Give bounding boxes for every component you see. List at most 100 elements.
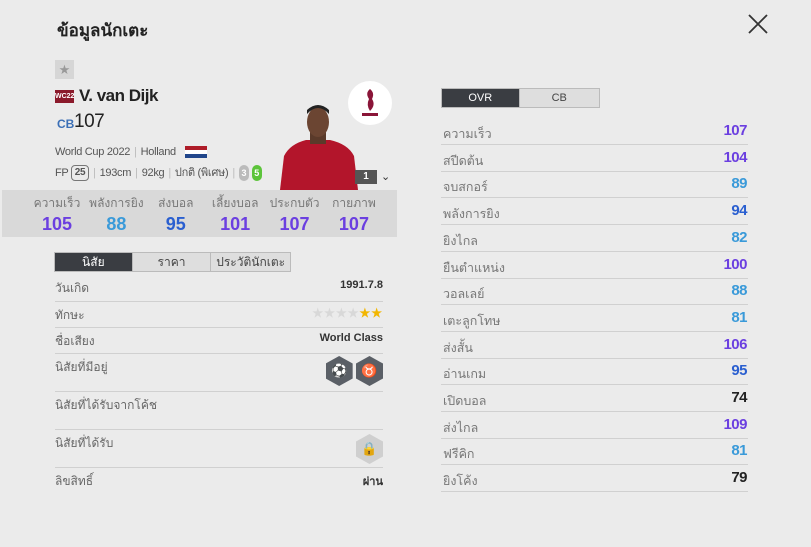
stat-value: 107 (723, 122, 747, 139)
stat-label: อ่านเกม (443, 367, 487, 382)
chevron-down-icon[interactable]: ⌄ (381, 171, 391, 183)
close-icon[interactable] (746, 12, 770, 36)
stat-label: เตะลูกโทษ (443, 313, 501, 328)
stat-row: จบสกอร์ 89 (441, 171, 748, 199)
stat-row: เตะลูกโทษ 81 (441, 305, 748, 332)
stat-label: จบสกอร์ (443, 180, 488, 195)
stat-row: ความเร็ว 107 (441, 118, 748, 145)
tab-cb[interactable]: CB (519, 89, 599, 107)
summary-stat: ความเร็ว 105 (28, 190, 86, 237)
stat-row: ยืนตำแหน่ง 100 (441, 252, 748, 279)
stat-value: 94 (731, 202, 747, 220)
license-value: ผ่าน (362, 476, 383, 488)
upgrade-level-badge[interactable]: 1 (355, 170, 377, 184)
info-row-skill: ทักษะ ★★★★★★ (55, 302, 383, 328)
tab-ovr[interactable]: OVR (442, 89, 520, 107)
stat-label: ยืนตำแหน่ง (443, 260, 505, 275)
tab-history[interactable]: ประวัตินักเตะ (211, 253, 290, 271)
reputation-label: ชื่อเสียง (55, 334, 95, 348)
summary-stat-value: 101 (220, 214, 251, 234)
summary-stat-value: 88 (106, 214, 127, 234)
summary-stat-label: ส่งบอล (158, 196, 194, 210)
stat-value: 106 (723, 335, 747, 353)
summary-stat: พลังการยิง 88 (87, 190, 145, 237)
netherlands-flag-icon (184, 146, 207, 159)
summary-stat: ประกบตัว 107 (266, 190, 324, 237)
stat-label: ยิงโค้ง (443, 474, 478, 489)
stat-label: วอลเลย์ (443, 287, 485, 302)
skill-label: ทักษะ (55, 308, 85, 322)
stat-row: ส่งสั้น 106 (441, 332, 748, 359)
stat-row: ส่งไกล 109 (441, 412, 748, 439)
player-ovr: 107 (74, 111, 105, 132)
favorite-star-button[interactable]: ★ (55, 60, 74, 79)
summary-stat-value: 107 (279, 214, 310, 234)
star-icon: ★ (347, 306, 360, 320)
info-row-license: ลิขสิทธิ์ ผ่าน (55, 468, 383, 492)
summary-stat: เลี้ยงบอล 101 (206, 190, 264, 237)
stat-row: เปิดบอล 74 (441, 385, 748, 412)
physical-info-line: FP 25 | 193cm | 92kg | ปกติ (พิเศษ) | 3 5 (55, 163, 262, 182)
right-foot-icon: 5 (251, 165, 262, 182)
stat-label: ส่งสั้น (443, 340, 473, 355)
summary-stat: ส่งบอล 95 (147, 190, 205, 237)
star-icon: ★ (371, 306, 383, 320)
stat-row: อ่านเกม 95 (441, 358, 748, 386)
summary-stat-value: 95 (165, 214, 186, 234)
lock-icon: 🔒 (356, 434, 383, 464)
world-cup-logo (348, 81, 392, 125)
info-row-birth: วันเกิด 1991.7.8 (55, 275, 383, 302)
stat-row: ยิงไกล 82 (441, 225, 748, 252)
player-position: CB (57, 117, 75, 131)
skill-stars: ★★★★★★ (312, 306, 383, 320)
stat-label: สปีดต้น (443, 153, 484, 168)
player-photo (280, 105, 358, 190)
stat-value: 89 (731, 175, 747, 193)
traits-icons: ⚽ ♉ (325, 356, 383, 386)
stat-label: เปิดบอล (443, 394, 487, 408)
weight: 92kg (141, 167, 165, 179)
coach-traits-label: นิสัยที่ได้รับจากโค้ช (55, 398, 158, 412)
license-label: ลิขสิทธิ์ (55, 474, 94, 488)
stat-label: ความเร็ว (443, 127, 492, 141)
birth-value: 1991.7.8 (340, 279, 383, 291)
bull-icon[interactable]: ♉ (356, 356, 383, 386)
tab-price[interactable]: ราคา (132, 253, 212, 271)
reputation-value: World Class (319, 332, 383, 344)
stat-row: พลังการยิง 94 (441, 198, 748, 226)
stat-value: 95 (731, 362, 747, 380)
height: 193cm (99, 167, 132, 179)
acquired-traits-label: นิสัยที่ได้รับ (55, 436, 114, 450)
stat-value: 100 (723, 255, 747, 273)
nation-name: Holland (140, 146, 177, 158)
fp-label: FP (55, 167, 69, 179)
star-icon: ★ (312, 306, 325, 320)
stat-value: 74 (731, 389, 747, 406)
stat-row: วอลเลย์ 88 (441, 278, 748, 306)
stat-value: 81 (731, 308, 747, 326)
info-row-traits: นิสัยที่มีอยู่ ⚽ ♉ (55, 354, 383, 392)
stat-row: สปีดต้น 104 (441, 145, 748, 172)
summary-stat-value: 105 (41, 214, 73, 234)
summary-stat-label: ประกบตัว (269, 196, 320, 210)
stat-value: 104 (723, 148, 747, 166)
tab-traits[interactable]: นิสัย (55, 253, 133, 271)
summary-stat: กายภาพ 107 (325, 190, 383, 237)
long-shot-taker-icon[interactable]: ⚽ (325, 356, 353, 386)
right-tabs: OVR CB (441, 88, 600, 108)
page-title: ข้อมูลนักเตะ (57, 21, 149, 40)
stat-label: ส่งไกล (443, 420, 479, 435)
stat-value: 109 (723, 415, 747, 433)
birth-label: วันเกิด (55, 281, 90, 295)
star-icon: ★ (335, 306, 348, 320)
stat-value: 81 (731, 442, 747, 460)
fp-hex: 25 (71, 165, 90, 182)
left-foot-icon: 3 (238, 165, 249, 182)
left-tabs: นิสัย ราคา ประวัตินักเตะ (54, 252, 291, 272)
season-badge: WC22 (55, 90, 74, 103)
stat-label: ยิงไกล (443, 233, 478, 248)
summary-stat-label: กายภาพ (332, 196, 376, 210)
stat-row: ยิงโค้ง 79 (441, 465, 748, 493)
summary-stats-bar: ความเร็ว 105 พลังการยิง 88 ส่งบอล 95 เลี้ยงบอล… (2, 190, 397, 237)
star-icon: ★ (359, 306, 372, 320)
